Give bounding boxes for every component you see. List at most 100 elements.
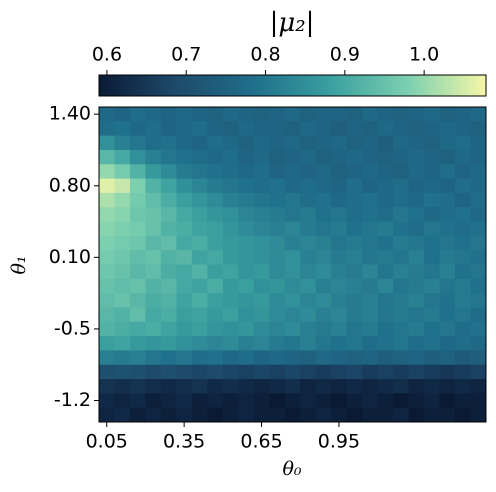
heatmap-cell [439,350,456,366]
heatmap-cell [315,407,332,423]
heatmap-cell [176,350,193,366]
heatmap-cell [99,121,115,137]
heatmap-cell [99,364,115,380]
heatmap-cell [300,207,317,223]
heatmap-cell [300,178,317,194]
heatmap-cell [300,164,317,180]
heatmap-cell [269,164,286,180]
heatmap-cell [362,192,379,208]
heatmap-cell [269,379,286,394]
heatmap-cell [393,207,410,223]
heatmap-cell [377,407,394,423]
heatmap-cell [129,121,146,137]
heatmap-cell [362,393,379,409]
heatmap-cell [362,379,379,394]
heatmap-cell [470,250,487,265]
heatmap-cell [253,121,270,137]
heatmap-cell [470,364,487,380]
heatmap-cell [470,264,487,280]
heatmap-cell [300,307,317,323]
heatmap-cell [346,278,363,294]
heatmap-cell [408,235,425,251]
heatmap-cell [191,364,208,380]
heatmap-cell [191,107,208,122]
heatmap-cell [99,178,115,194]
heatmap-cell [439,221,456,237]
heatmap-cell [160,178,177,194]
heatmap-cell [346,321,363,337]
colorbar [98,74,487,97]
x-tick-label: 0.05 [86,431,128,453]
heatmap-cell [129,336,146,351]
heatmap-cell [408,364,425,380]
heatmap-cell [160,135,177,151]
heatmap-cell [253,393,270,409]
heatmap-cell [315,321,332,337]
heatmap-cell [114,149,131,165]
heatmap-cell [300,364,317,380]
heatmap-cell [377,336,394,351]
heatmap-cell [439,135,456,151]
heatmap-cell [222,307,239,323]
heatmap-cell [207,407,224,423]
heatmap-cell [207,192,224,208]
heatmap-cell [114,178,131,194]
y-axis-label: θ₁ [8,255,30,274]
heatmap-cell [145,321,162,337]
heatmap-cell [114,250,131,265]
heatmap-cell [346,350,363,366]
heatmap-cell [222,321,239,337]
heatmap-cell [269,407,286,423]
heatmap-cell [315,192,332,208]
heatmap-cell [362,135,379,151]
heatmap-cell [315,250,332,265]
heatmap-cell [99,207,115,223]
heatmap-cell [129,178,146,194]
heatmap-cell [269,278,286,294]
heatmap-cell [253,293,270,308]
heatmap-cell [207,264,224,280]
heatmap-cell [362,321,379,337]
heatmap-cell [269,393,286,409]
heatmap-cell [470,121,487,137]
heatmap-cell [331,135,348,151]
heatmap-cell [315,278,332,294]
heatmap-cell [300,250,317,265]
heatmap-cell [284,278,301,294]
heatmap-cell [315,207,332,223]
heatmap-cell [176,293,193,308]
heatmap-cell [315,107,332,122]
heatmap-cell [269,149,286,165]
heatmap-cell [362,293,379,308]
heatmap-cell [222,121,239,137]
heatmap-cell [99,250,115,265]
heatmap-cell [439,364,456,380]
heatmap-cell [424,379,441,394]
y-tick-label: -1.2 [54,389,91,411]
heatmap-cell [362,350,379,366]
heatmap-cell [207,135,224,151]
heatmap-cell [176,164,193,180]
heatmap-cell [377,164,394,180]
heatmap-cell [145,278,162,294]
heatmap-cell [238,321,255,337]
heatmap-cell [331,121,348,137]
heatmap-cell [269,178,286,194]
heatmap-cell [191,178,208,194]
heatmap-cell [222,250,239,265]
heatmap-cell [207,336,224,351]
heatmap-cell [346,164,363,180]
heatmap-cell [300,293,317,308]
heatmap-cell [470,307,487,323]
heatmap-cell [315,149,332,165]
heatmap-cell [362,121,379,137]
heatmap-cell [439,278,456,294]
heatmap-cell [99,350,115,366]
heatmap-cell [269,107,286,122]
heatmap-cell [439,336,456,351]
x-tick-label: 0.35 [163,431,205,453]
heatmap-cell [346,235,363,251]
heatmap-cell [99,393,115,409]
heatmap-cell [238,393,255,409]
heatmap-cell [222,336,239,351]
